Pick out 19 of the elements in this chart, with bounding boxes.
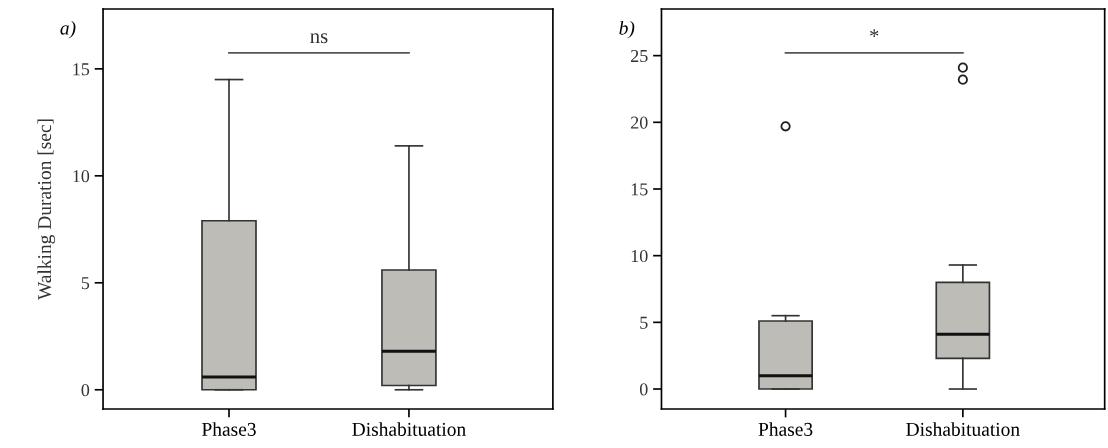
x-tick-label: Phase3 (758, 422, 813, 436)
y-tick-label: 10 (631, 249, 648, 263)
annotation: ns (310, 33, 328, 44)
y-tick-label: 15 (631, 183, 648, 196)
text: a) (60, 20, 76, 39)
y-tick-label: 5 (640, 316, 648, 329)
x-tick-label: Dishabituation (352, 422, 466, 436)
y-tick-label: 15 (73, 63, 90, 76)
y-tick-label: 25 (631, 49, 648, 63)
x-tick-label: Dishabituation (906, 422, 1020, 436)
y-tick-label: 0 (81, 384, 90, 397)
text: b) (619, 20, 635, 39)
y-axis-title: Walking Duration [sec] (37, 119, 56, 300)
y-tick-label: 20 (631, 116, 648, 129)
y-tick-label: 0 (639, 383, 648, 396)
x-tick-label: Phase3 (202, 422, 256, 436)
y-tick-label: 10 (73, 170, 90, 183)
annotation: * (870, 29, 879, 37)
y-tick-label: 5 (81, 277, 90, 290)
